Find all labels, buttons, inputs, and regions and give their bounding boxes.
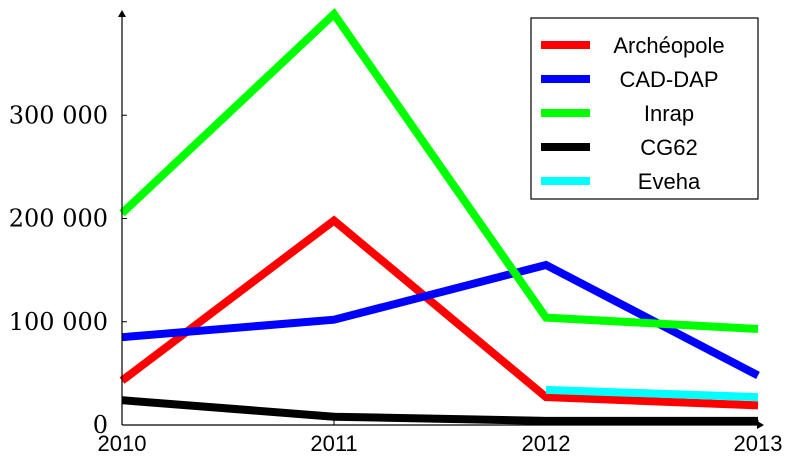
x-tick-label: 2013 xyxy=(734,431,783,456)
series-line-arch-opole xyxy=(119,215,759,410)
y-tick-label: 0 xyxy=(93,411,108,439)
series-line-cg62 xyxy=(121,396,758,425)
x-tick-label: 2012 xyxy=(522,431,571,456)
series-layer xyxy=(119,8,760,425)
legend-label: CG62 xyxy=(640,135,697,160)
legend-label: Inrap xyxy=(644,101,694,126)
y-axis-arrow xyxy=(118,10,126,17)
y-tick-label: 100 000 xyxy=(9,308,108,336)
legend-label: Archéopole xyxy=(613,33,724,58)
legend-label: CAD-DAP xyxy=(619,67,718,92)
x-tick-label: 2011 xyxy=(310,431,357,456)
x-tick-label: 2010 xyxy=(98,431,147,456)
y-tick-label: 300 000 xyxy=(9,101,108,129)
y-tick-label: 200 000 xyxy=(9,205,108,233)
legend: Archéopole CAD-DAP Inrap CG62 Eveha xyxy=(530,17,759,200)
axes xyxy=(118,10,764,429)
x-axis-arrow xyxy=(757,421,764,429)
series-line-eveha xyxy=(545,385,759,402)
series-line-inrap xyxy=(119,8,759,333)
tick-labels: 0 100 000 200 000 300 000 2010 2011 2012 2013 xyxy=(9,101,783,456)
legend-label: Eveha xyxy=(638,169,701,194)
